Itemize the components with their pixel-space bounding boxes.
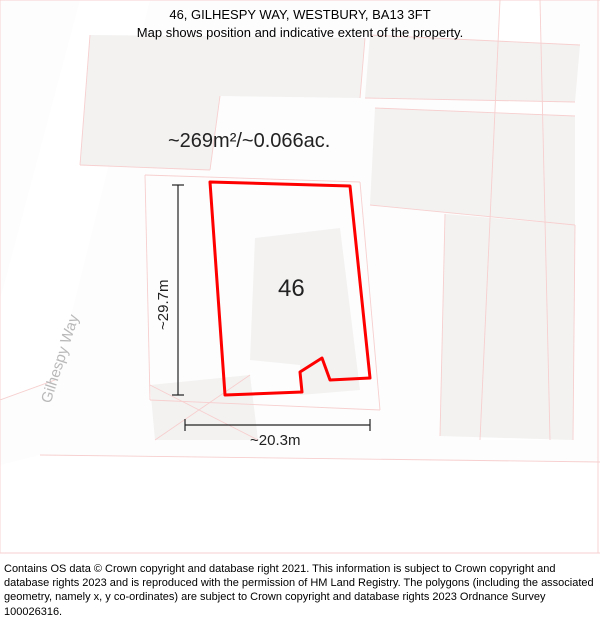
page-title: 46, GILHESPY WAY, WESTBURY, BA13 3FT (0, 6, 600, 24)
page-subtitle: Map shows position and indicative extent… (0, 24, 600, 42)
width-measurement: ~20.3m (250, 432, 300, 449)
copyright-footer: Contains OS data © Crown copyright and d… (0, 560, 600, 625)
house-number-label: 46 (278, 275, 305, 303)
area-measurement: ~269m²/~0.066ac. (168, 130, 330, 153)
height-measurement: ~29.7m (155, 280, 172, 330)
